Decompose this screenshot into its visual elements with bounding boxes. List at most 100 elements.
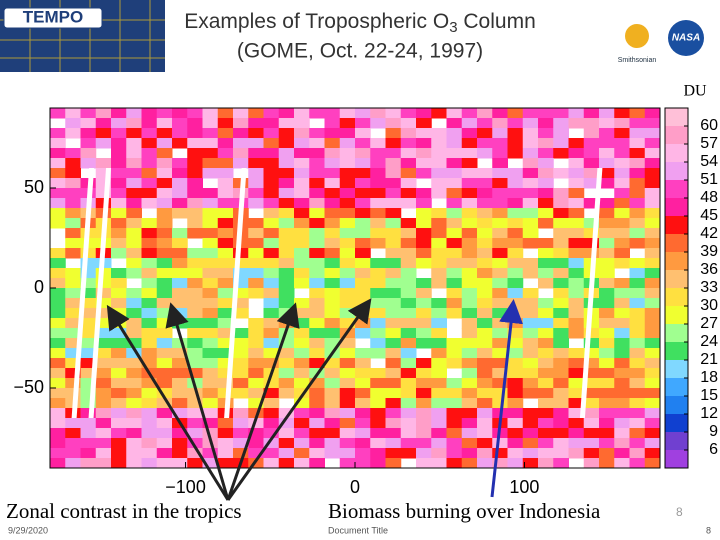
map-cell [370, 428, 386, 439]
map-cell [202, 358, 219, 369]
map-cell [95, 358, 112, 369]
map-cell [400, 248, 417, 259]
map-cell [80, 148, 97, 159]
map-cell [614, 448, 630, 459]
map-cell [111, 208, 127, 219]
map-cell [553, 378, 569, 389]
map-cell [111, 148, 127, 159]
map-cell [416, 188, 432, 199]
map-cell [248, 338, 264, 349]
map-cell [522, 138, 539, 149]
map-cell [416, 128, 432, 139]
map-cell [95, 438, 112, 449]
map-cell [492, 238, 508, 249]
map-cell [278, 258, 295, 269]
map-cell [446, 378, 463, 389]
map-cell [278, 158, 295, 169]
map-cell [355, 388, 371, 399]
map-cell [126, 428, 142, 439]
map-cell [522, 368, 539, 379]
colorbar-swatch [665, 360, 688, 378]
map-cell [538, 398, 554, 409]
map-cell [370, 198, 386, 209]
map-cell [172, 248, 188, 259]
map-cell [583, 418, 600, 429]
map-cell [370, 448, 386, 459]
map-cell [538, 448, 554, 459]
map-cell [370, 368, 386, 379]
map-cell [492, 268, 508, 279]
map-cell [233, 268, 249, 279]
map-cell [599, 268, 615, 279]
map-cell [294, 408, 310, 419]
map-cell [248, 288, 264, 299]
map-cell [629, 128, 646, 139]
map-cell [614, 318, 630, 329]
map-cell [385, 178, 402, 189]
map-cell [324, 268, 341, 279]
colorbar-label: 57 [700, 135, 718, 152]
map-cell [50, 188, 66, 199]
map-cell [370, 218, 386, 229]
colorbar-label: 12 [700, 405, 718, 422]
title-subscript: 3 [449, 19, 457, 36]
map-cell [583, 358, 600, 369]
map-cell [644, 128, 661, 139]
map-cell [248, 388, 264, 399]
map-cell [477, 338, 493, 349]
map-cell [80, 128, 97, 139]
map-cell [126, 108, 142, 119]
map-cell [187, 298, 203, 309]
map-cell [294, 258, 310, 269]
map-cell [385, 458, 402, 469]
map-cell [263, 308, 280, 319]
map-cell [80, 408, 97, 419]
map-cell [202, 368, 219, 379]
map-cell [400, 158, 417, 169]
map-cell [599, 368, 615, 379]
map-cell [507, 288, 524, 299]
map-cell [431, 238, 447, 249]
map-cell [217, 168, 234, 179]
title: Examples of Tropospheric O3 Column [184, 10, 536, 36]
map-cell [172, 178, 188, 189]
map-cell [522, 238, 539, 249]
map-cell [324, 228, 341, 239]
map-cell [339, 308, 356, 319]
map-cell [507, 218, 524, 229]
map-cell [431, 358, 447, 369]
smithsonian-logo: Smithsonian [618, 57, 657, 64]
map-cell [95, 328, 112, 339]
map-cell [309, 388, 325, 399]
map-cell [614, 248, 630, 259]
map-cell [553, 208, 569, 219]
map-cell [233, 358, 249, 369]
map-cell [370, 168, 386, 179]
map-cell [461, 138, 478, 149]
map-cell [156, 178, 173, 189]
map-cell [599, 448, 615, 459]
map-cell [355, 148, 371, 159]
map-cell [172, 118, 188, 129]
map-cell [507, 308, 524, 319]
map-cell [629, 158, 646, 169]
map-cell [355, 428, 371, 439]
map-cell [644, 428, 661, 439]
map-cell [309, 168, 325, 179]
colorbar-swatch [665, 306, 688, 324]
map-cell [614, 458, 630, 469]
map-cell [614, 148, 630, 159]
map-cell [156, 358, 173, 369]
map-cell [263, 168, 280, 179]
map-cell [400, 388, 417, 399]
map-cell [416, 228, 432, 239]
map-cell [172, 338, 188, 349]
map-cell [507, 118, 524, 129]
map-cell [141, 218, 158, 229]
map-cell [568, 118, 585, 129]
map-cell [278, 228, 295, 239]
map-cell [522, 178, 539, 189]
map-cell [492, 458, 508, 469]
map-cell [141, 198, 158, 209]
map-cell [446, 298, 463, 309]
